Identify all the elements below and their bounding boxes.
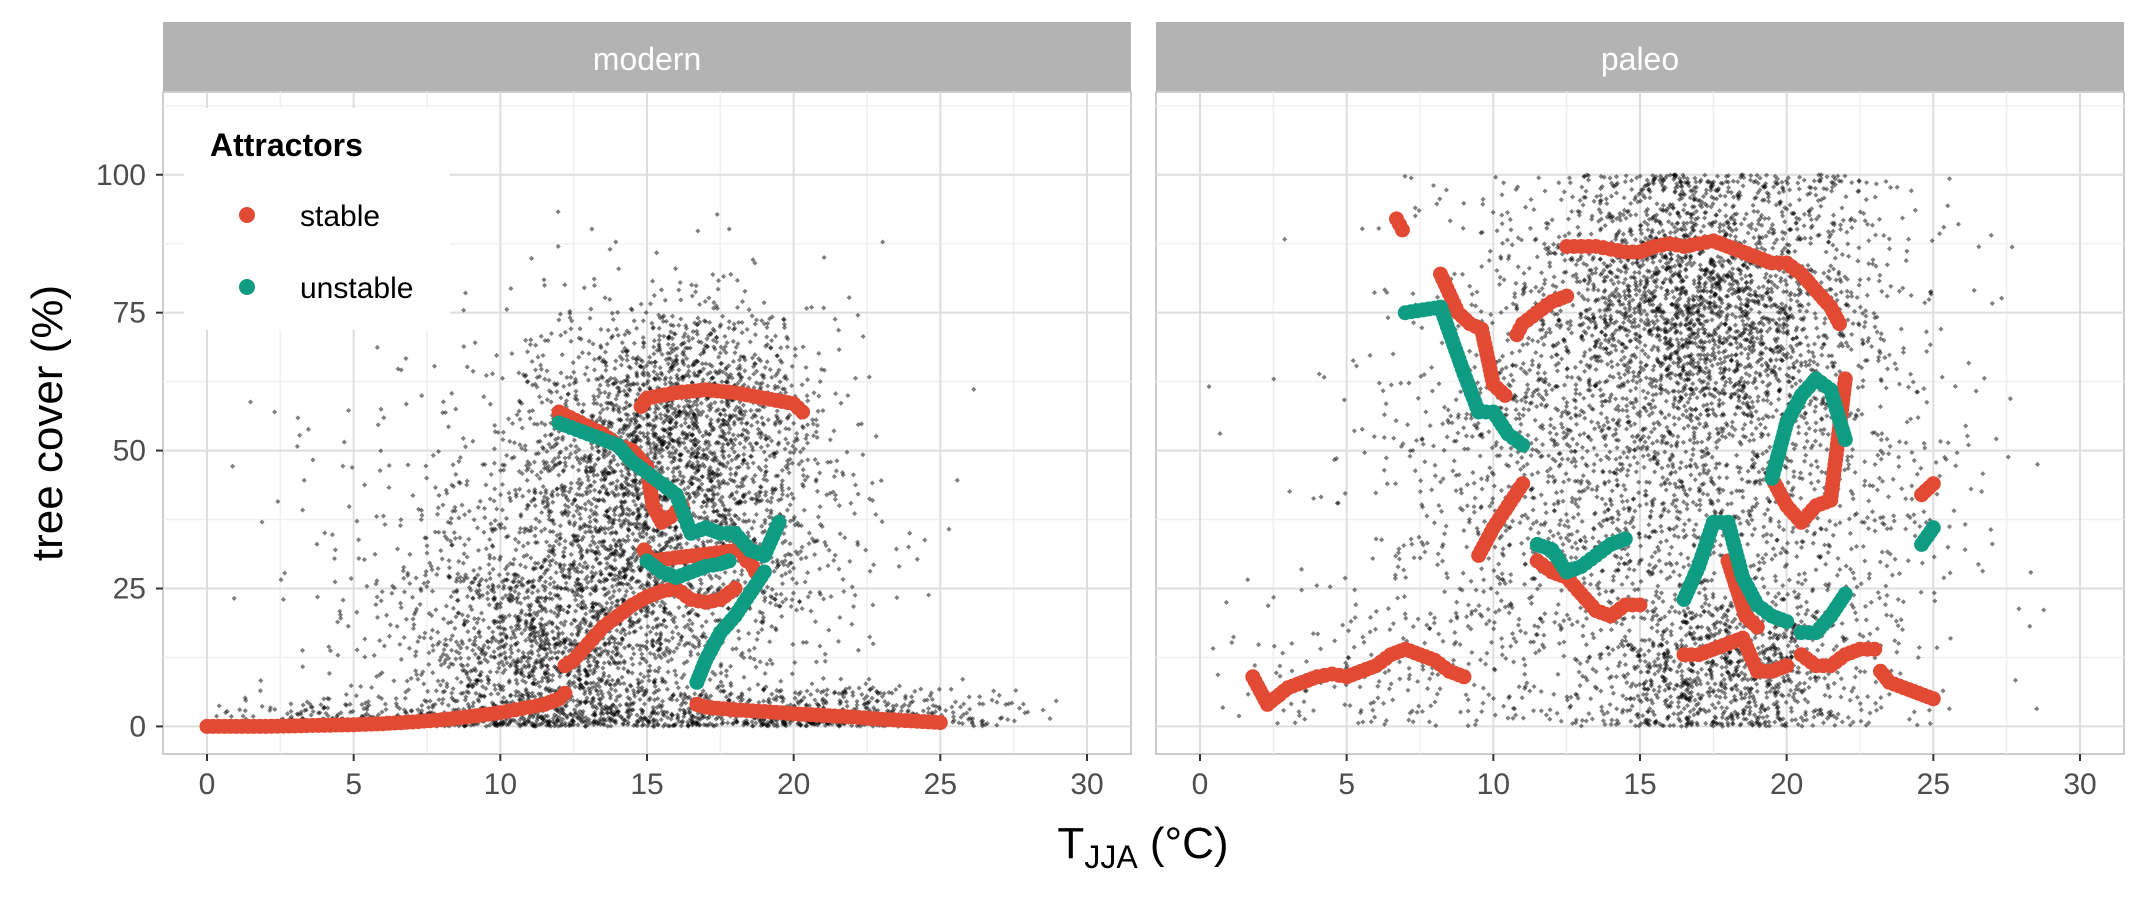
panel-modern: modern <box>162 22 1132 755</box>
observation-point <box>495 429 501 436</box>
observation-point <box>464 482 470 488</box>
observation-point <box>472 340 478 346</box>
observation-point <box>922 537 928 543</box>
observation-point <box>971 386 977 392</box>
observation-point <box>651 344 657 350</box>
observation-point <box>520 493 526 499</box>
observation-point <box>684 684 690 690</box>
observation-point <box>533 516 539 522</box>
observation-point <box>544 368 550 374</box>
observation-point <box>704 445 710 451</box>
observation-point <box>767 657 773 663</box>
observation-point <box>528 337 534 343</box>
observation-point <box>594 401 600 407</box>
observation-point <box>802 579 808 585</box>
observation-point <box>622 593 628 599</box>
observation-point <box>656 333 663 339</box>
observation-point <box>799 458 805 464</box>
observation-point <box>464 364 470 370</box>
observation-point <box>487 401 493 407</box>
observation-point <box>516 468 522 474</box>
observation-point <box>483 372 489 379</box>
observation-point <box>789 671 795 677</box>
observation-point <box>729 445 735 451</box>
observation-point <box>541 282 548 288</box>
strip-modern <box>163 22 1131 92</box>
observation-point <box>604 341 610 347</box>
observation-point <box>906 544 912 550</box>
observation-point <box>531 459 537 465</box>
observation-point <box>749 525 755 531</box>
observation-point <box>452 535 458 541</box>
observation-point <box>873 511 879 518</box>
observation-point <box>602 349 608 355</box>
observation-point <box>571 533 577 539</box>
observation-point <box>614 478 620 484</box>
observation-point <box>784 507 790 513</box>
strip-label-modern: modern <box>593 41 702 77</box>
observation-point <box>462 512 468 518</box>
observation-point <box>544 449 550 455</box>
observation-point <box>867 634 873 640</box>
observation-point <box>817 470 823 476</box>
observation-point <box>499 507 505 513</box>
observation-point <box>653 464 659 470</box>
observation-point <box>604 405 610 411</box>
observation-point <box>633 502 639 508</box>
observation-point <box>688 652 694 658</box>
observation-point <box>494 352 500 358</box>
observation-point <box>492 486 498 492</box>
observation-point <box>660 318 666 324</box>
observation-point <box>815 460 821 467</box>
observation-point <box>732 569 738 575</box>
observation-point <box>816 393 822 399</box>
observation-point <box>779 581 786 587</box>
observation-point <box>741 451 747 457</box>
observation-point <box>825 563 831 569</box>
observation-point <box>658 630 664 636</box>
observation-point <box>926 592 932 598</box>
observation-point <box>762 520 768 526</box>
observation-point <box>779 478 785 484</box>
observation-point <box>593 504 599 510</box>
observation-point <box>598 477 604 483</box>
